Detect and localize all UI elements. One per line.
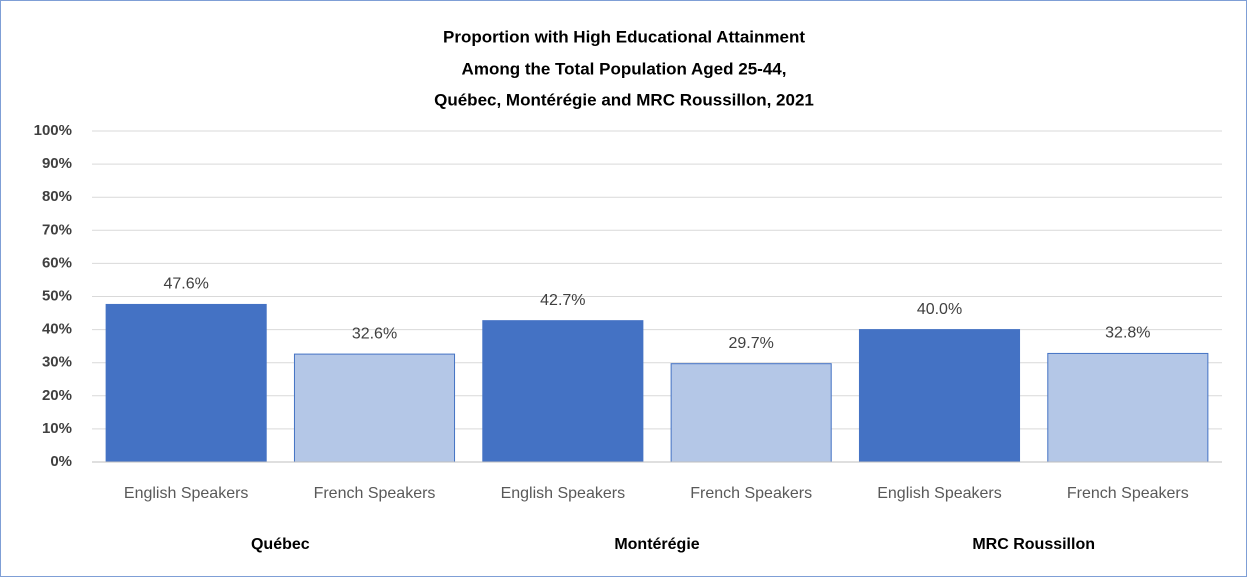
y-tick-label: 40% [42, 321, 72, 338]
y-tick-label: 80% [42, 188, 72, 205]
x-tick-label: French Speakers [690, 485, 812, 502]
x-tick-label: French Speakers [1067, 485, 1189, 502]
bar [105, 303, 267, 463]
y-tick-label: 10% [42, 420, 72, 437]
bar [293, 353, 456, 463]
data-label: 42.7% [540, 292, 585, 309]
chart-title: Proportion with High Educational Attainm… [443, 27, 805, 46]
data-label: 47.6% [163, 276, 208, 293]
x-tick-label: English Speakers [124, 485, 249, 502]
data-label: 40.0% [917, 301, 962, 318]
y-tick-label: 60% [42, 254, 72, 271]
data-label: 29.7% [728, 335, 773, 352]
y-tick-label: 50% [42, 287, 72, 304]
data-label: 32.8% [1105, 325, 1150, 342]
data-label: 32.6% [352, 325, 397, 342]
group-label: Montérégie [614, 536, 699, 553]
group-label: Québec [251, 536, 310, 553]
y-tick-label: 70% [42, 221, 72, 238]
y-tick-label: 0% [50, 453, 72, 470]
y-tick-label: 100% [34, 122, 72, 139]
y-tick-label: 90% [42, 155, 72, 172]
chart-title: Québec, Montérégie and MRC Roussillon, 2… [434, 90, 814, 109]
chart-title: Among the Total Population Aged 25-44, [462, 59, 787, 78]
group-label: MRC Roussillon [972, 536, 1095, 553]
x-tick-label: English Speakers [501, 485, 626, 502]
bar [482, 320, 644, 463]
x-tick-label: English Speakers [877, 485, 1002, 502]
bar [858, 329, 1021, 463]
x-tick-label: French Speakers [314, 485, 436, 502]
bar [670, 363, 832, 463]
y-tick-label: 30% [42, 354, 72, 371]
y-tick-label: 20% [42, 387, 72, 404]
bar [1047, 352, 1209, 463]
